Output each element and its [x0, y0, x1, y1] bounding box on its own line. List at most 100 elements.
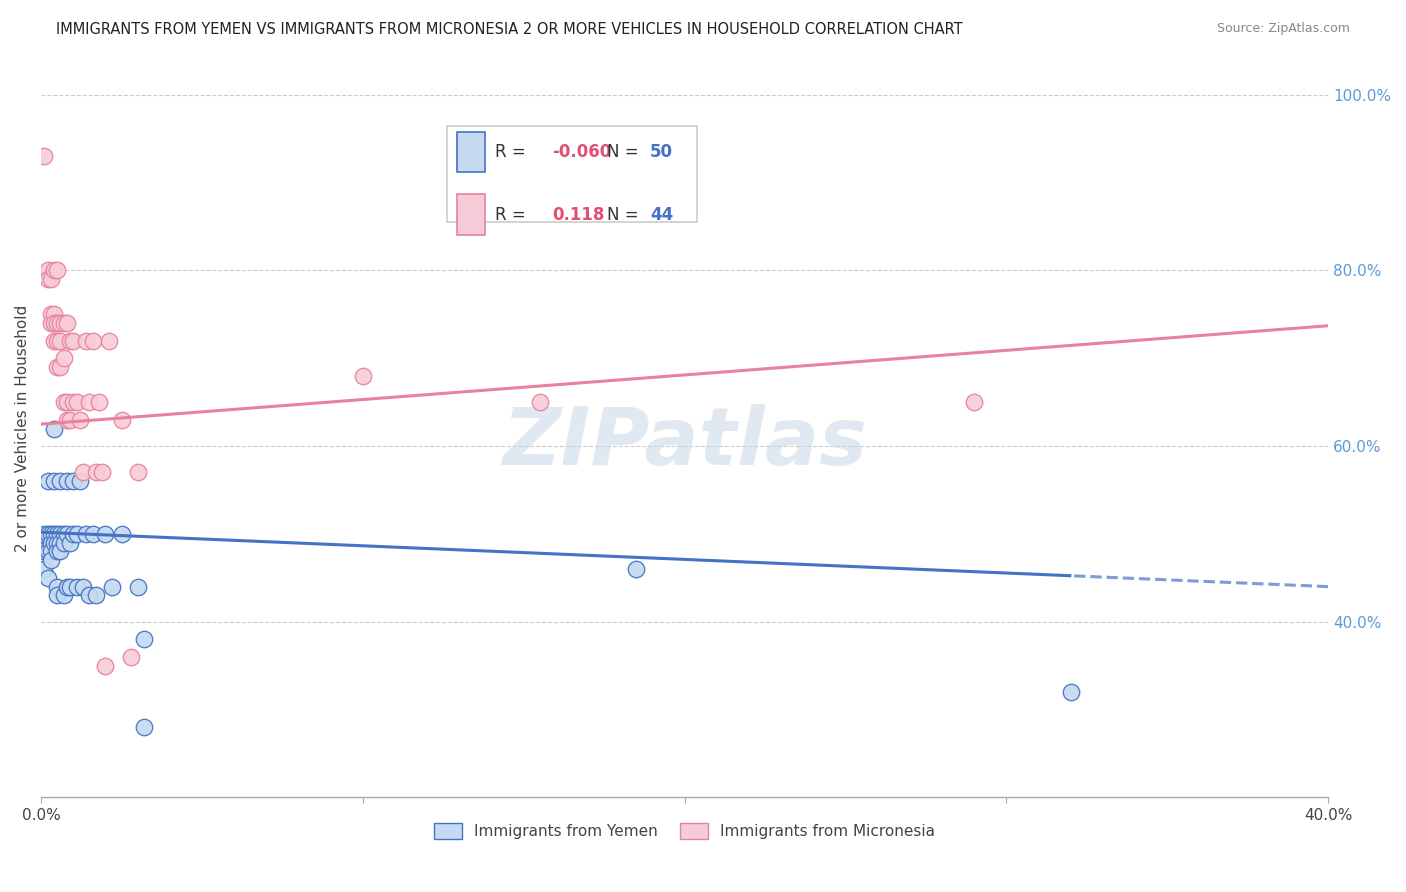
- Point: [132, 632, 155, 647]
- Point: [42, 316, 65, 330]
- Point: [52, 589, 75, 603]
- Y-axis label: 2 or more Vehicles in Household: 2 or more Vehicles in Household: [15, 305, 30, 552]
- Point: [62, 474, 84, 488]
- Point: [110, 413, 132, 427]
- Point: [37, 544, 59, 558]
- Point: [49, 527, 72, 541]
- Point: [87, 395, 110, 409]
- Point: [59, 580, 82, 594]
- Point: [49, 334, 72, 348]
- Point: [37, 272, 59, 286]
- Point: [37, 263, 59, 277]
- Point: [62, 334, 84, 348]
- Point: [46, 263, 69, 277]
- Text: 0.118: 0.118: [553, 205, 605, 224]
- Point: [626, 562, 648, 576]
- Point: [56, 316, 79, 330]
- Point: [39, 307, 62, 321]
- Point: [39, 316, 62, 330]
- Point: [62, 527, 84, 541]
- Point: [49, 316, 72, 330]
- Point: [84, 589, 107, 603]
- Text: N =: N =: [607, 143, 644, 161]
- Point: [46, 535, 69, 549]
- Point: [39, 272, 62, 286]
- Point: [72, 466, 94, 480]
- Point: [39, 527, 62, 541]
- Point: [82, 527, 104, 541]
- Point: [46, 544, 69, 558]
- Text: 44: 44: [650, 205, 673, 224]
- Point: [49, 359, 72, 374]
- Point: [65, 395, 87, 409]
- Point: [101, 580, 124, 594]
- Point: [127, 580, 149, 594]
- Point: [132, 720, 155, 734]
- Point: [69, 413, 91, 427]
- Point: [37, 571, 59, 585]
- Point: [52, 535, 75, 549]
- Point: [1060, 685, 1083, 699]
- FancyBboxPatch shape: [447, 126, 697, 222]
- Point: [39, 553, 62, 567]
- Point: [42, 421, 65, 435]
- Point: [42, 307, 65, 321]
- Point: [65, 527, 87, 541]
- Point: [91, 466, 114, 480]
- Point: [56, 413, 79, 427]
- Point: [34, 562, 56, 576]
- Point: [39, 544, 62, 558]
- Point: [42, 263, 65, 277]
- Point: [84, 466, 107, 480]
- Text: R =: R =: [495, 205, 537, 224]
- Point: [46, 580, 69, 594]
- Point: [59, 334, 82, 348]
- Point: [59, 413, 82, 427]
- Point: [34, 527, 56, 541]
- Point: [75, 334, 97, 348]
- Point: [52, 316, 75, 330]
- Point: [79, 589, 101, 603]
- Point: [62, 395, 84, 409]
- Point: [352, 368, 374, 383]
- Point: [963, 395, 986, 409]
- Point: [59, 535, 82, 549]
- Text: Source: ZipAtlas.com: Source: ZipAtlas.com: [1216, 22, 1350, 36]
- Point: [46, 334, 69, 348]
- Point: [69, 474, 91, 488]
- Point: [127, 466, 149, 480]
- Point: [42, 535, 65, 549]
- Text: 50: 50: [650, 143, 673, 161]
- Point: [52, 351, 75, 366]
- Point: [49, 535, 72, 549]
- Point: [49, 544, 72, 558]
- Point: [46, 527, 69, 541]
- Legend: Immigrants from Yemen, Immigrants from Micronesia: Immigrants from Yemen, Immigrants from M…: [427, 817, 941, 845]
- Point: [120, 649, 142, 664]
- Point: [110, 527, 132, 541]
- Point: [42, 474, 65, 488]
- Text: IMMIGRANTS FROM YEMEN VS IMMIGRANTS FROM MICRONESIA 2 OR MORE VEHICLES IN HOUSEH: IMMIGRANTS FROM YEMEN VS IMMIGRANTS FROM…: [56, 22, 963, 37]
- Point: [39, 535, 62, 549]
- Point: [52, 527, 75, 541]
- Point: [34, 544, 56, 558]
- Point: [46, 589, 69, 603]
- Point: [97, 334, 120, 348]
- Text: N =: N =: [607, 205, 644, 224]
- Point: [56, 527, 79, 541]
- Point: [42, 527, 65, 541]
- Text: R =: R =: [495, 143, 531, 161]
- Point: [34, 149, 56, 163]
- Point: [529, 395, 551, 409]
- Point: [49, 474, 72, 488]
- Point: [72, 580, 94, 594]
- Point: [94, 527, 117, 541]
- Text: -0.060: -0.060: [553, 143, 612, 161]
- Point: [79, 395, 101, 409]
- Point: [56, 395, 79, 409]
- Point: [82, 334, 104, 348]
- Point: [46, 359, 69, 374]
- Point: [56, 580, 79, 594]
- Point: [65, 580, 87, 594]
- Text: ZIPatlas: ZIPatlas: [502, 404, 868, 483]
